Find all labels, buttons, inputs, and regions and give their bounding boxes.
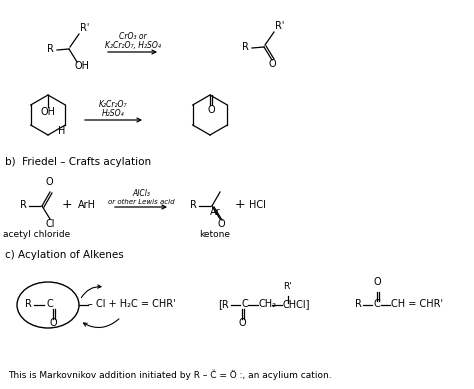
- Text: OH: OH: [40, 107, 55, 117]
- Text: O: O: [217, 219, 225, 229]
- Text: Ar: Ar: [210, 207, 220, 217]
- Text: or other Lewis acid: or other Lewis acid: [108, 199, 174, 205]
- Text: R: R: [190, 200, 197, 210]
- Text: R': R': [283, 282, 292, 291]
- Text: CH = CHR': CH = CHR': [391, 299, 443, 309]
- Text: R': R': [275, 21, 284, 31]
- Text: R: R: [20, 200, 27, 210]
- Text: [R: [R: [218, 299, 229, 309]
- Text: R': R': [80, 23, 90, 33]
- Text: acetyl chloride: acetyl chloride: [3, 230, 71, 239]
- Text: Cl: Cl: [45, 219, 55, 229]
- Text: CrO₃ or: CrO₃ or: [119, 32, 147, 41]
- Text: HCl: HCl: [248, 200, 265, 210]
- Text: O: O: [49, 318, 57, 328]
- Text: O: O: [207, 105, 215, 115]
- Text: O: O: [45, 177, 53, 187]
- Text: K₂Cr₂O₇, H₂SO₄: K₂Cr₂O₇, H₂SO₄: [105, 41, 161, 50]
- Text: O: O: [373, 277, 381, 287]
- Text: CH₂: CH₂: [259, 299, 277, 309]
- Text: C: C: [47, 299, 54, 309]
- Text: +: +: [62, 198, 73, 211]
- Text: R: R: [25, 299, 32, 309]
- Text: c) Acylation of Alkenes: c) Acylation of Alkenes: [5, 250, 124, 260]
- Text: – Cl + H₂C = CHR': – Cl + H₂C = CHR': [88, 299, 176, 309]
- Text: ArH: ArH: [78, 200, 96, 210]
- Text: R: R: [355, 299, 362, 309]
- Text: R: R: [242, 42, 249, 52]
- Text: AlCl₃: AlCl₃: [132, 189, 150, 198]
- Text: K₂Cr₂O₇: K₂Cr₂O₇: [99, 100, 127, 109]
- Text: CHCl]: CHCl]: [283, 299, 310, 309]
- Text: H: H: [58, 126, 65, 136]
- Text: C: C: [374, 299, 381, 309]
- Text: R: R: [47, 44, 54, 54]
- Text: ketone: ketone: [200, 230, 230, 239]
- Text: H₂SO₄: H₂SO₄: [102, 109, 124, 118]
- Text: O: O: [238, 318, 246, 328]
- Text: b)  Friedel – Crafts acylation: b) Friedel – Crafts acylation: [5, 157, 151, 167]
- Text: C: C: [242, 299, 249, 309]
- Text: O: O: [268, 59, 276, 69]
- Text: This is Markovnikov addition initiated by R – Č = Ö :, an acylium cation.: This is Markovnikov addition initiated b…: [8, 370, 332, 380]
- Text: OH: OH: [75, 61, 90, 71]
- Text: +: +: [235, 198, 246, 211]
